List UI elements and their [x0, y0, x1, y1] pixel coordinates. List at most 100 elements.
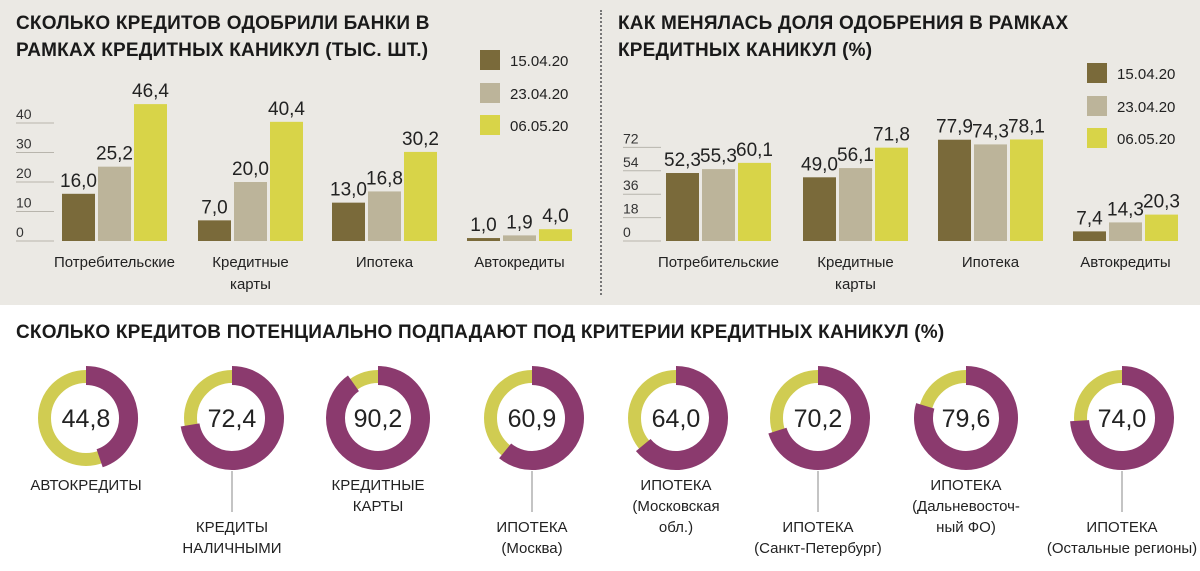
bar — [974, 144, 1007, 241]
category-label: карты — [835, 276, 876, 293]
donut-value-label: 79,6 — [942, 405, 991, 433]
bar — [539, 229, 572, 241]
bar — [503, 235, 536, 241]
bar — [1145, 214, 1178, 241]
legend-label: 23.04.20 — [510, 86, 568, 103]
legend-swatch — [480, 83, 500, 103]
legend-label: 06.05.20 — [1117, 131, 1175, 148]
donut-caption: ИПОТЕКА — [640, 477, 711, 494]
y-tick-label: 18 — [623, 201, 639, 217]
bar-value-label: 30,2 — [402, 129, 439, 150]
donut-share-arc — [1070, 366, 1174, 470]
donut-share-arc — [768, 366, 870, 470]
bar — [234, 182, 267, 241]
chart-title-eligible-share: СКОЛЬКО КРЕДИТОВ ПОТЕНЦИАЛЬНО ПОДПАДАЮТ … — [16, 322, 945, 343]
bar-value-label: 20,0 — [232, 159, 269, 180]
donut-caption: ИПОТЕКА — [496, 519, 567, 536]
bar — [803, 177, 836, 241]
bar — [1010, 139, 1043, 241]
donut-caption: ный ФО) — [936, 519, 996, 536]
legend-label: 06.05.20 — [510, 118, 568, 135]
donut-caption: (Санкт-Петербург) — [754, 540, 882, 557]
category-label: Кредитные — [817, 254, 894, 271]
bar-value-label: 55,3 — [700, 146, 737, 167]
chart-title-approved-count: СКОЛЬКО КРЕДИТОВ ОДОБРИЛИ БАНКИ В РАМКАХ… — [16, 13, 430, 61]
donut-share-arc — [326, 366, 430, 470]
bar — [62, 193, 95, 241]
legend-label: 15.04.20 — [1117, 66, 1175, 83]
legend-swatch — [1087, 63, 1107, 83]
donut-caption: (Московская — [632, 498, 719, 515]
bar-value-label: 1,0 — [470, 215, 496, 236]
bar — [1109, 222, 1142, 241]
legend-swatch — [1087, 96, 1107, 116]
y-tick-label: 40 — [16, 106, 32, 122]
y-tick-label: 72 — [623, 130, 639, 146]
donut-caption: КАРТЫ — [353, 498, 404, 515]
bar — [875, 147, 908, 241]
bar-value-label: 40,4 — [268, 99, 305, 120]
donut-caption: (Остальные регионы) — [1047, 540, 1197, 557]
legend-swatch — [480, 115, 500, 135]
donut-caption: обл.) — [659, 519, 693, 536]
donut-value-label: 60,9 — [508, 405, 557, 433]
donut-share-arc — [499, 366, 584, 470]
y-tick-label: 0 — [16, 224, 24, 240]
category-label: Автокредиты — [474, 254, 564, 271]
donut-caption: (Дальневосточ- — [912, 498, 1020, 515]
bar-value-label: 1,9 — [506, 212, 532, 233]
y-tick-label: 36 — [623, 177, 639, 193]
bar — [98, 166, 131, 241]
donut-share-arc — [85, 366, 138, 468]
bar-value-label: 71,8 — [873, 125, 910, 146]
y-tick-label: 54 — [623, 154, 639, 170]
bar-value-label: 7,4 — [1076, 208, 1103, 229]
bar — [938, 139, 971, 241]
bar — [368, 191, 401, 241]
chart-title-approval-share: КАК МЕНЯЛАСЬ ДОЛЯ ОДОБРЕНИЯ В РАМКАХ КРЕ… — [618, 13, 1069, 61]
bar-value-label: 52,3 — [664, 150, 701, 171]
bar — [134, 104, 167, 242]
donut-value-label: 74,0 — [1098, 405, 1147, 433]
bar-value-label: 78,1 — [1008, 116, 1045, 137]
category-label: Кредитные — [212, 254, 289, 271]
donut-caption: КРЕДИТНЫЕ — [332, 477, 425, 494]
bar-value-label: 16,0 — [60, 171, 97, 192]
category-label: Потребительские — [54, 254, 175, 271]
panel-divider — [600, 10, 602, 295]
bar — [738, 162, 771, 241]
bar-value-label: 16,8 — [366, 168, 403, 189]
bar — [467, 238, 500, 241]
donut-caption: ИПОТЕКА — [1086, 519, 1157, 536]
bar-value-label: 13,0 — [330, 180, 367, 201]
bar-value-label: 25,2 — [96, 144, 133, 165]
donut-caption: КРЕДИТЫ — [196, 519, 268, 536]
bar-value-label: 49,0 — [801, 154, 838, 175]
bar-value-label: 77,9 — [936, 117, 973, 138]
donut-value-label: 90,2 — [354, 405, 403, 433]
bar-value-label: 74,3 — [972, 121, 1009, 142]
donut-share-arc — [180, 366, 284, 470]
category-label: карты — [230, 276, 271, 293]
donut-share-arc — [635, 366, 728, 470]
donut-share-arc — [914, 366, 1018, 470]
category-label: Потребительские — [658, 254, 779, 271]
bar-value-label: 14,3 — [1107, 199, 1144, 220]
bar — [270, 121, 303, 241]
bar — [1073, 231, 1106, 241]
donut-value-label: 72,4 — [208, 405, 257, 433]
legend-label: 23.04.20 — [1117, 99, 1175, 116]
bar-value-label: 20,3 — [1143, 192, 1180, 213]
category-label: Автокредиты — [1080, 254, 1170, 271]
y-tick-label: 0 — [623, 224, 631, 240]
donut-value-label: 64,0 — [652, 405, 701, 433]
bar-value-label: 56,1 — [837, 145, 874, 166]
legend-swatch — [1087, 128, 1107, 148]
legend-label: 15.04.20 — [510, 53, 568, 70]
y-tick-label: 10 — [16, 195, 32, 211]
donut-caption: ИПОТЕКА — [782, 519, 853, 536]
bar — [404, 151, 437, 241]
category-label: Ипотека — [356, 254, 414, 271]
bar-value-label: 60,1 — [736, 140, 773, 161]
legend-swatch — [480, 50, 500, 70]
